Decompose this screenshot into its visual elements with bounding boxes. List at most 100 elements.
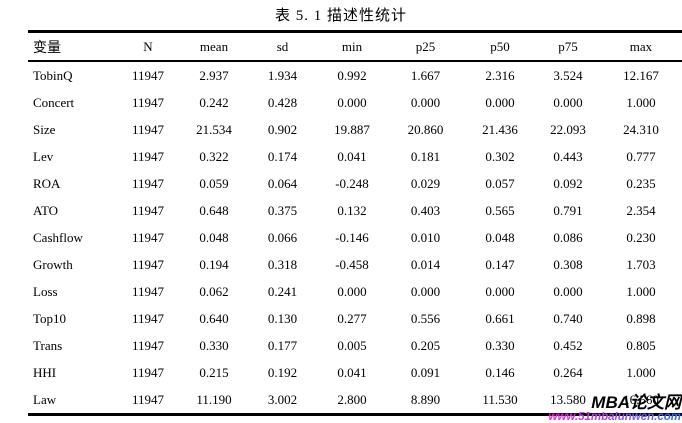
value-cell: 0.661 [485, 310, 515, 326]
value-cell: 11947 [131, 67, 165, 83]
value-cell: 0.177 [267, 337, 298, 353]
value-cell: 1.000 [626, 283, 656, 299]
table-row: Cashflow 11947 0.048 0.066 -0.146 0.010 0.048 0… [28, 224, 682, 251]
value-cell: 11947 [131, 310, 165, 326]
value-cell: 0.000 [410, 94, 441, 110]
value-cell: 0.132 [337, 202, 367, 218]
table-row: TobinQ 11947 2.937 1.934 0.992 1.667 2.316 3.52… [28, 61, 682, 89]
value-cell: 0.000 [553, 94, 583, 110]
variable-name-cell: Size [33, 121, 56, 137]
table-title: 表 5. 1 描述性统计 [274, 8, 407, 24]
value-cell: 0.048 [199, 229, 229, 245]
value-cell: -0.458 [335, 256, 369, 272]
column-header-max: max [629, 38, 653, 54]
value-cell: 0.428 [267, 94, 298, 110]
value-cell: 0.898 [626, 310, 656, 326]
value-cell: 0.242 [199, 94, 229, 110]
variable-name-cell: HHI [33, 364, 57, 380]
value-cell: 2.354 [626, 202, 656, 218]
table-row: ATO 11947 0.648 0.375 0.132 0.403 0.565 0.791 2.… [28, 197, 682, 224]
value-cell: 0.059 [199, 175, 229, 191]
value-cell: 0.000 [337, 94, 367, 110]
table-row: ROA 11947 0.059 0.064 -0.248 0.029 0.057 0.092 0… [28, 170, 682, 197]
value-cell: 1.000 [626, 364, 656, 380]
value-cell: 0.403 [410, 202, 441, 218]
table-row: Lev 11947 0.322 0.174 0.041 0.181 0.302 0.443 0.… [28, 143, 682, 170]
value-cell: 0.010 [410, 229, 441, 245]
value-cell: 0.322 [199, 148, 229, 164]
column-header-min: min [341, 38, 363, 54]
value-cell: 0.174 [267, 148, 298, 164]
value-cell: 3.524 [553, 67, 583, 83]
value-cell: 0.066 [267, 229, 298, 245]
value-cell: 0.302 [485, 148, 515, 164]
value-cell: 11.530 [482, 391, 518, 407]
value-cell: 2.316 [485, 67, 515, 83]
variable-name-cell: Concert [33, 94, 75, 110]
value-cell: 11947 [131, 283, 165, 299]
value-cell: 0.000 [337, 283, 367, 299]
value-cell: 0.086 [553, 229, 583, 245]
value-cell: 0.235 [626, 175, 656, 191]
value-cell: 0.992 [337, 67, 367, 83]
value-cell: 0.062 [199, 283, 229, 299]
value-cell: 12.167 [623, 67, 659, 83]
value-cell: 0.048 [485, 229, 515, 245]
value-cell: 0.375 [267, 202, 298, 218]
value-cell: 0.648 [199, 202, 229, 218]
column-header-sd: sd [276, 38, 289, 54]
value-cell: 0.147 [485, 256, 515, 272]
variable-name-cell: Top10 [33, 310, 67, 326]
variable-name-cell: Trans [33, 337, 63, 353]
table-row: HHI 11947 0.215 0.192 0.041 0.091 0.146 0.264 1.… [28, 359, 682, 386]
variable-name-cell: Lev [33, 148, 54, 164]
column-header-p50: p50 [490, 38, 510, 54]
value-cell: 0.091 [410, 364, 441, 380]
value-cell: 11947 [131, 391, 165, 407]
value-cell: 1.934 [267, 67, 298, 83]
value-cell: 0.146 [485, 364, 515, 380]
variable-name-cell: TobinQ [33, 67, 73, 83]
table-row: Concert 11947 0.242 0.428 0.000 0.000 0.000 0.0… [28, 89, 682, 116]
value-cell: 0.000 [410, 283, 441, 299]
value-cell: 11947 [131, 175, 165, 191]
value-cell: 0.277 [337, 310, 367, 326]
value-cell: 1.000 [626, 94, 656, 110]
value-cell: 0.902 [267, 121, 298, 137]
value-cell: 8.890 [410, 391, 441, 407]
value-cell: 0.740 [553, 310, 583, 326]
value-cell: 3.002 [267, 391, 298, 407]
value-cell: 11947 [131, 229, 165, 245]
value-cell: 0.000 [485, 283, 515, 299]
value-cell: 0.005 [337, 337, 367, 353]
value-cell: 0.064 [267, 175, 298, 191]
table-row: Growth 11947 0.194 0.318 -0.458 0.014 0.147 0.3… [28, 251, 682, 278]
value-cell: 0.092 [553, 175, 583, 191]
column-header-p25: p25 [415, 38, 436, 54]
table-body: TobinQ 11947 2.937 1.934 0.992 1.667 2.316 3.52… [28, 61, 682, 415]
value-cell: 0.215 [199, 364, 229, 380]
value-cell: 21.436 [482, 121, 518, 137]
value-cell: 24.310 [623, 121, 659, 137]
value-cell: 0.330 [485, 337, 515, 353]
value-cell: 1.667 [410, 67, 441, 83]
value-cell: 19.887 [334, 121, 370, 137]
watermark-site-url: www.51mbalunwen.com [548, 410, 682, 423]
value-cell: 0.443 [553, 148, 583, 164]
table-row: Top10 11947 0.640 0.130 0.277 0.556 0.661 0.740… [28, 305, 682, 332]
value-cell: 0.192 [267, 364, 298, 380]
value-cell: 0.241 [267, 283, 298, 299]
value-cell: 0.000 [553, 283, 583, 299]
value-cell: 11947 [131, 202, 165, 218]
value-cell: 0.308 [553, 256, 583, 272]
value-cell: 13.580 [550, 391, 586, 407]
watermark: MBA论文网 www.51mbalunwen.com [549, 394, 682, 423]
column-header-mean: mean [199, 38, 229, 54]
value-cell: 0.230 [626, 229, 656, 245]
column-header-p75: p75 [558, 38, 578, 54]
value-cell: 0.264 [553, 364, 583, 380]
value-cell: 0.791 [553, 202, 583, 218]
value-cell: 0.318 [267, 256, 298, 272]
value-cell: 11947 [131, 121, 165, 137]
